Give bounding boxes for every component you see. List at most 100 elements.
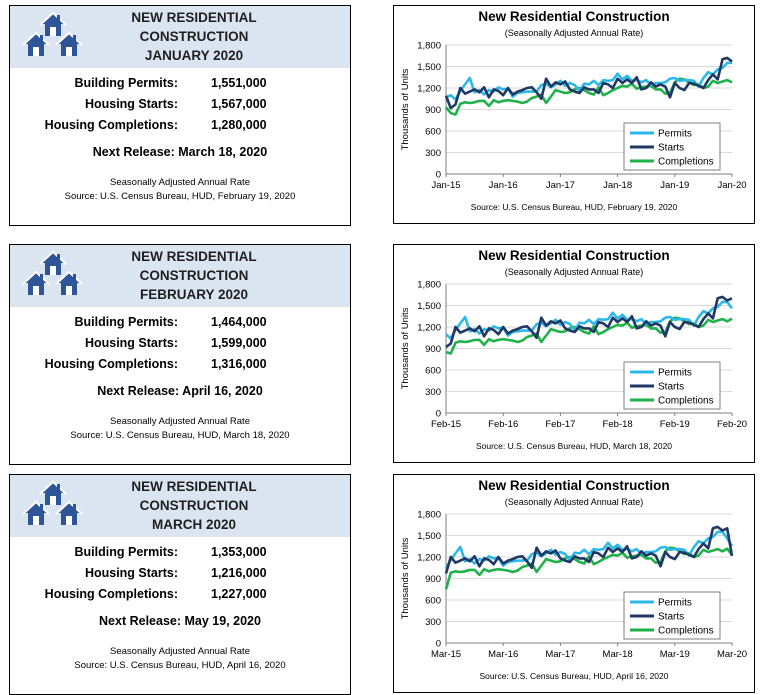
release-title-line: NEW RESIDENTIAL bbox=[131, 249, 257, 264]
y-tick-label: 300 bbox=[425, 387, 441, 398]
y-tick-label: 1,800 bbox=[417, 510, 441, 521]
chart-card: New Residential Construction (Seasonally … bbox=[393, 5, 755, 224]
release-title-line: MARCH 2020 bbox=[151, 517, 237, 532]
x-tick-label: Jan-16 bbox=[489, 180, 518, 191]
rate-note: Seasonally Adjusted Annual Rate bbox=[110, 416, 250, 427]
rate-note: Seasonally Adjusted Annual Rate bbox=[110, 646, 250, 657]
houses-logo-icon bbox=[22, 11, 83, 56]
source-note: Source: U.S. Census Bureau, HUD, March 1… bbox=[70, 430, 290, 441]
stat-value: 1,599,000 bbox=[211, 336, 267, 350]
y-axis-label: Thousands of Units bbox=[400, 307, 411, 389]
release-title-line: JANUARY 2020 bbox=[144, 48, 244, 63]
rate-note: Seasonally Adjusted Annual Rate bbox=[110, 177, 250, 188]
x-tick-label: Jan-18 bbox=[603, 180, 632, 191]
chart-subtitle: (Seasonally Adjusted Annual Rate) bbox=[504, 28, 644, 38]
release-banner: NEW RESIDENTIAL CONSTRUCTION JANUARY 2020 bbox=[10, 6, 350, 68]
legend-label: Permits bbox=[658, 129, 692, 140]
x-tick-label: Jan-17 bbox=[546, 180, 575, 191]
release-title-line: NEW RESIDENTIAL bbox=[131, 10, 257, 25]
source-note: Source: U.S. Census Bureau, HUD, Februar… bbox=[64, 191, 296, 202]
starts-series-line bbox=[444, 56, 733, 110]
release-summary-card: NEW RESIDENTIAL CONSTRUCTION FEBRUARY 2020… bbox=[9, 244, 351, 465]
legend-label: Starts bbox=[658, 143, 684, 154]
y-tick-label: 300 bbox=[425, 148, 441, 159]
x-tick-label: Feb-18 bbox=[603, 419, 633, 430]
y-tick-label: 1,800 bbox=[417, 280, 441, 291]
y-tick-label: 1,200 bbox=[417, 323, 441, 334]
legend-label: Starts bbox=[658, 612, 684, 623]
y-tick-label: 300 bbox=[425, 617, 441, 628]
x-tick-label: Mar-19 bbox=[660, 649, 690, 660]
chart-title: New Residential Construction bbox=[478, 248, 670, 263]
x-tick-label: Jan-20 bbox=[717, 180, 746, 191]
chart-title: New Residential Construction bbox=[478, 9, 670, 24]
line-chart: 0 300 600 900 1,200 1,500 1,800 Jan-15 Jan-16 Jan… bbox=[400, 41, 747, 192]
release-summary-card: NEW RESIDENTIAL CONSTRUCTION JANUARY 2020 B… bbox=[9, 5, 351, 226]
release-title-line: NEW RESIDENTIAL bbox=[131, 479, 257, 494]
y-tick-label: 900 bbox=[425, 574, 441, 585]
chart-title: New Residential Construction bbox=[478, 478, 670, 493]
stat-label: Housing Starts: bbox=[84, 97, 178, 111]
x-tick-label: Jan-15 bbox=[431, 180, 460, 191]
x-tick-label: Feb-15 bbox=[431, 419, 461, 430]
stat-label: Housing Starts: bbox=[84, 566, 178, 580]
y-tick-label: 1,800 bbox=[417, 41, 441, 52]
x-tick-label: Feb-19 bbox=[660, 419, 690, 430]
stat-label: Building Permits: bbox=[74, 315, 178, 329]
release-title-line: CONSTRUCTION bbox=[139, 268, 249, 283]
legend-label: Permits bbox=[658, 368, 692, 379]
stat-value: 1,353,000 bbox=[211, 545, 267, 559]
legend-label: Completions bbox=[658, 157, 714, 168]
logo bbox=[22, 11, 86, 62]
y-tick-label: 600 bbox=[425, 596, 441, 607]
x-tick-label: Mar-16 bbox=[488, 649, 518, 660]
x-tick-label: Mar-15 bbox=[431, 649, 461, 660]
stat-value: 1,216,000 bbox=[211, 566, 267, 580]
y-tick-label: 1,200 bbox=[417, 553, 441, 564]
stat-label: Housing Completions: bbox=[44, 587, 178, 601]
starts-series-line bbox=[445, 295, 733, 349]
legend-label: Completions bbox=[658, 626, 714, 637]
next-release: Next Release: May 19, 2020 bbox=[99, 614, 261, 628]
chart-source: Source: U.S. Census Bureau, HUD, April 1… bbox=[479, 671, 669, 681]
starts-series-line bbox=[444, 525, 734, 574]
line-chart: 0 300 600 900 1,200 1,500 1,800 Feb-15 Feb-16 Feb… bbox=[400, 280, 747, 431]
release-summary-card: NEW RESIDENTIAL CONSTRUCTION MARCH 2020 Bui… bbox=[9, 474, 351, 695]
y-tick-label: 900 bbox=[425, 344, 441, 355]
next-release: Next Release: March 18, 2020 bbox=[92, 145, 268, 159]
stat-value: 1,316,000 bbox=[211, 357, 267, 371]
release-title: NEW RESIDENTIAL CONSTRUCTION JANUARY 2020 bbox=[10, 8, 350, 65]
x-tick-label: Feb-17 bbox=[545, 419, 575, 430]
chart-card: New Residential Construction (Seasonally … bbox=[393, 244, 755, 463]
release-banner: NEW RESIDENTIAL CONSTRUCTION MARCH 2020 bbox=[10, 475, 350, 537]
x-tick-label: Mar-20 bbox=[717, 649, 747, 660]
release-banner: NEW RESIDENTIAL CONSTRUCTION FEBRUARY 2020 bbox=[10, 245, 350, 307]
x-tick-label: Mar-17 bbox=[545, 649, 575, 660]
chart-subtitle: (Seasonally Adjusted Annual Rate) bbox=[504, 497, 644, 507]
legend-label: Completions bbox=[658, 396, 714, 407]
stat-value: 1,280,000 bbox=[211, 118, 267, 132]
x-tick-label: Feb-16 bbox=[488, 419, 518, 430]
y-tick-label: 0 bbox=[436, 170, 441, 181]
stat-label: Building Permits: bbox=[74, 76, 178, 90]
stat-label: Housing Completions: bbox=[44, 118, 178, 132]
stat-value: 1,464,000 bbox=[211, 315, 267, 329]
logo bbox=[22, 250, 86, 301]
permits-series-line bbox=[445, 300, 734, 340]
stat-label: Housing Completions: bbox=[44, 357, 178, 371]
y-tick-label: 600 bbox=[425, 366, 441, 377]
next-release: Next Release: April 16, 2020 bbox=[97, 384, 263, 398]
x-tick-label: Jan-19 bbox=[660, 180, 689, 191]
houses-logo-icon bbox=[22, 480, 83, 525]
y-tick-label: 900 bbox=[425, 105, 441, 116]
chart-source: Source: U.S. Census Bureau, HUD, Februar… bbox=[470, 202, 678, 212]
y-tick-label: 0 bbox=[436, 409, 441, 420]
y-tick-label: 1,500 bbox=[417, 531, 441, 542]
stat-value: 1,551,000 bbox=[211, 76, 267, 90]
x-tick-label: Mar-18 bbox=[603, 649, 633, 660]
y-tick-label: 0 bbox=[436, 639, 441, 650]
legend-label: Permits bbox=[658, 598, 692, 609]
source-note: Source: U.S. Census Bureau, HUD, April 1… bbox=[74, 660, 286, 671]
houses-logo-icon bbox=[22, 250, 83, 295]
y-tick-label: 1,500 bbox=[417, 62, 441, 73]
